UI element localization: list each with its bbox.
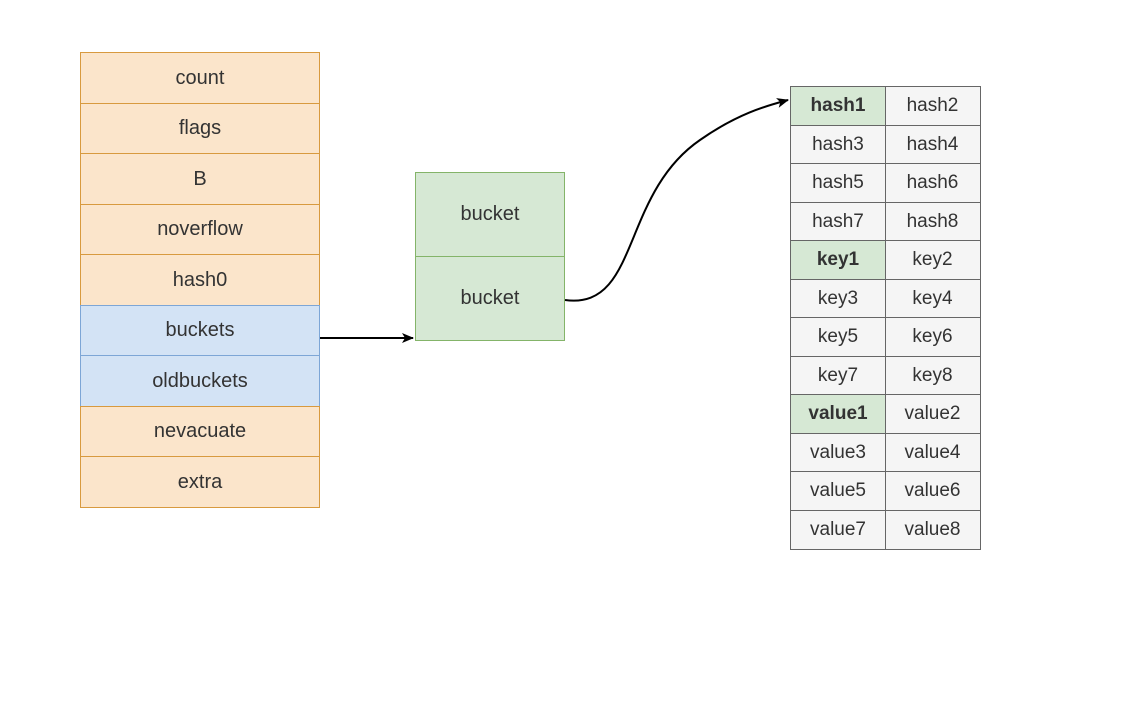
detail-cell-hash5: hash5 [790,163,886,203]
detail-row: hash3hash4 [790,125,981,165]
detail-cell-hash3: hash3 [790,125,886,165]
detail-cell-value5: value5 [790,471,886,511]
struct-field-hash0: hash0 [80,254,320,306]
detail-row: key1key2 [790,240,981,280]
detail-row: key5key6 [790,317,981,357]
arrow-array-to-detail [565,100,788,301]
detail-cell-value4: value4 [885,433,981,473]
detail-row: hash1hash2 [790,86,981,126]
bucket-cell: bucket [415,256,565,341]
struct-field-count: count [80,52,320,104]
detail-cell-key2: key2 [885,240,981,280]
detail-cell-hash2: hash2 [885,86,981,126]
detail-cell-hash6: hash6 [885,163,981,203]
detail-cell-value2: value2 [885,394,981,434]
detail-cell-value1: value1 [790,394,886,434]
detail-cell-hash1: hash1 [790,86,886,126]
struct-field-oldbuckets: oldbuckets [80,355,320,407]
detail-cell-value7: value7 [790,510,886,550]
hmap-struct: countflagsBnoverflowhash0bucketsoldbucke… [80,52,320,508]
detail-cell-value8: value8 [885,510,981,550]
detail-cell-hash7: hash7 [790,202,886,242]
detail-cell-key1: key1 [790,240,886,280]
detail-row: hash5hash6 [790,163,981,203]
struct-field-noverflow: noverflow [80,204,320,256]
detail-row: key3key4 [790,279,981,319]
bucket-array: bucketbucket [415,172,565,341]
bucket-cell: bucket [415,172,565,257]
bucket-detail-grid: hash1hash2hash3hash4hash5hash6hash7hash8… [790,86,981,550]
struct-field-flags: flags [80,103,320,155]
struct-field-extra: extra [80,456,320,508]
detail-row: value5value6 [790,471,981,511]
detail-cell-key7: key7 [790,356,886,396]
detail-cell-key5: key5 [790,317,886,357]
detail-cell-value6: value6 [885,471,981,511]
detail-cell-hash8: hash8 [885,202,981,242]
detail-row: key7key8 [790,356,981,396]
detail-cell-key8: key8 [885,356,981,396]
diagram-canvas: countflagsBnoverflowhash0bucketsoldbucke… [0,0,1146,706]
detail-row: hash7hash8 [790,202,981,242]
struct-field-nevacuate: nevacuate [80,406,320,458]
struct-field-buckets: buckets [80,305,320,357]
struct-field-B: B [80,153,320,205]
detail-row: value7value8 [790,510,981,550]
detail-row: value1value2 [790,394,981,434]
detail-cell-key3: key3 [790,279,886,319]
detail-cell-value3: value3 [790,433,886,473]
detail-row: value3value4 [790,433,981,473]
detail-cell-hash4: hash4 [885,125,981,165]
detail-cell-key4: key4 [885,279,981,319]
detail-cell-key6: key6 [885,317,981,357]
